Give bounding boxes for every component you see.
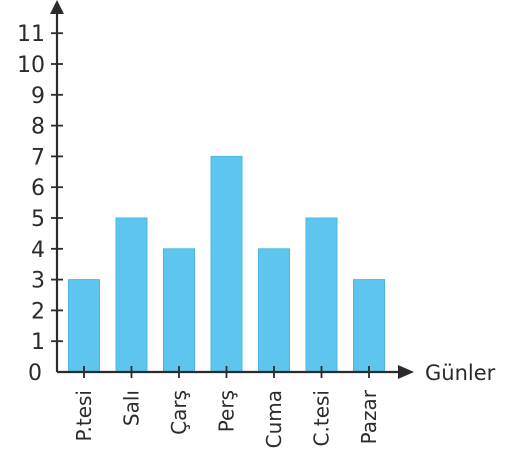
x-axis-arrowhead-icon [398,365,414,379]
category-label: P.tesi [72,390,96,441]
x-axis-title: Günler [425,361,496,385]
bars-layer [68,155,385,373]
y-tick-label: 1 [31,330,45,355]
y-tick-label: 9 [31,84,45,109]
y-tick-label: 10 [17,53,45,78]
category-label: Pazar [357,389,381,444]
bar-4 [210,155,243,373]
category-labels-layer: P.tesi Salı Çarş Perş Cuma C.tesi Pazar [72,366,381,448]
category-label: Perş [215,390,239,432]
category-label: Cuma [262,390,286,448]
bar-7 [353,279,385,373]
y-tick-label: 5 [31,207,45,232]
axes-layer: Günler [50,0,496,385]
y-axis-arrowhead-icon [50,0,64,14]
y-tick-label: 3 [31,269,45,294]
y-tick-label: 11 [17,22,45,47]
category-label: Çarş [167,390,191,435]
y-tick-label: 2 [31,299,45,324]
y-tick-label: 7 [31,145,45,170]
bar-2 [115,217,148,373]
bar-3 [163,248,195,373]
y-tick-label: 8 [31,115,45,140]
bar-6 [305,217,338,373]
y-tick-label: 6 [31,176,45,201]
bar-1 [68,279,100,373]
y-tick-label: 4 [31,238,45,263]
category-label: C.tesi [310,390,334,446]
y-tick-label: 0 [28,361,42,386]
bar-5 [258,248,290,373]
ticks-layer: 0 1 2 3 4 5 6 7 8 9 10 11 [17,22,63,386]
category-label: Salı [120,390,144,426]
